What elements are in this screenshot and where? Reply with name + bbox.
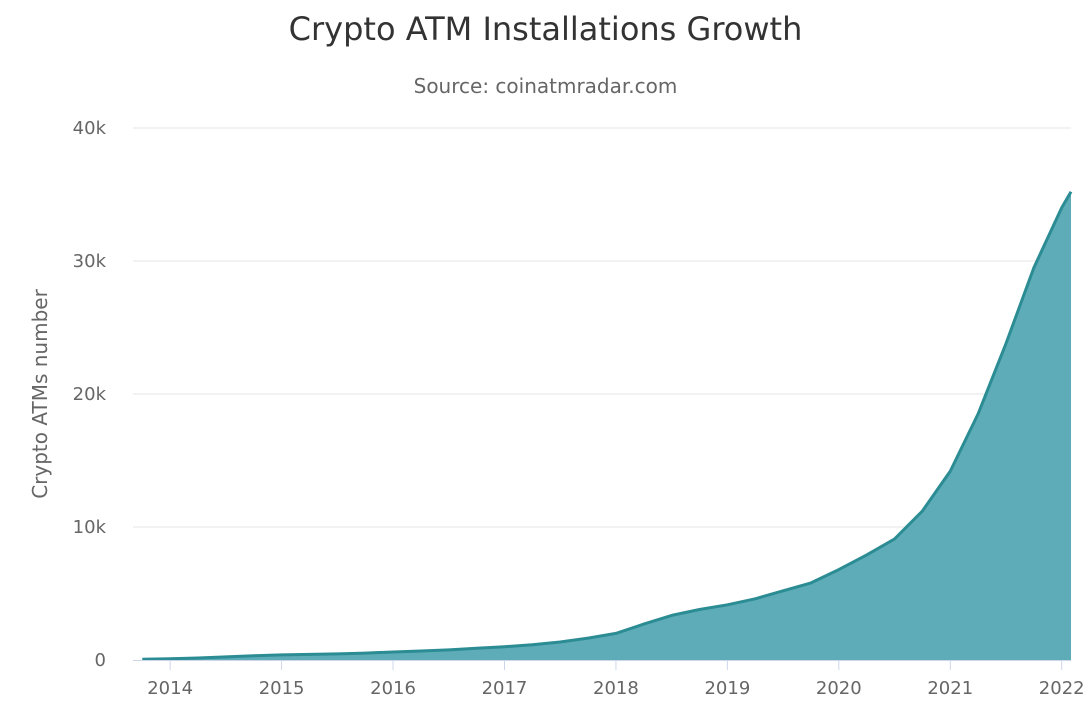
- y-tick-label: 30k: [73, 251, 107, 272]
- x-axis-ticks: 2014 2015 2016 2017 2018 2019 2020 2021 2022: [147, 678, 1084, 699]
- y-tick-label: 10k: [73, 517, 107, 538]
- series-area: [142, 191, 1072, 661]
- x-tick-label: 2020: [816, 678, 862, 699]
- x-tick-label: 2017: [482, 678, 528, 699]
- series-area-layer: [142, 191, 1073, 661]
- chart-title: Crypto ATM Installations Growth: [288, 10, 803, 48]
- y-axis-ticks: 0 10k 20k 30k 40k: [73, 118, 107, 671]
- x-tick-label: 2022: [1039, 678, 1085, 699]
- y-tick-label: 40k: [73, 118, 107, 139]
- x-tick-label: 2019: [704, 678, 750, 699]
- gridlines: [133, 127, 1071, 528]
- x-tick-label: 2015: [259, 678, 305, 699]
- series-line: [142, 191, 1073, 661]
- x-tick-label: 2014: [147, 678, 193, 699]
- x-tick-label: 2016: [370, 678, 416, 699]
- x-tick-label: 2021: [927, 678, 973, 699]
- x-tick-label: 2018: [593, 678, 639, 699]
- y-tick-label: 0: [95, 650, 106, 671]
- y-tick-label: 20k: [73, 384, 107, 405]
- chart-subtitle: Source: coinatmradar.com: [413, 74, 678, 98]
- x-axis: [133, 660, 1071, 670]
